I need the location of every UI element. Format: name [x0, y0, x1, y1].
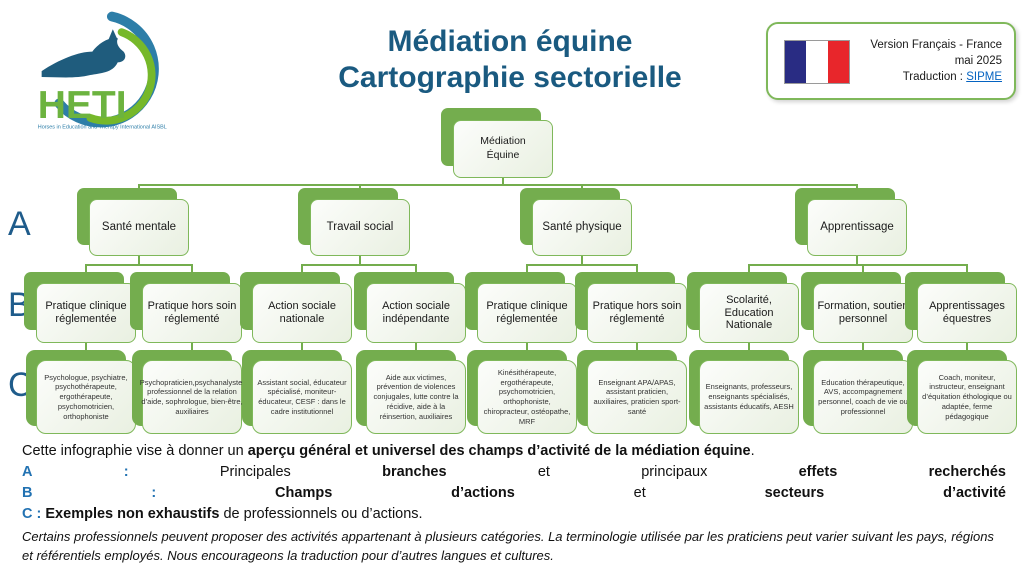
- page-title-line1: Médiation équine: [387, 25, 633, 58]
- footer-note: Certains professionnels peuvent proposer…: [22, 529, 994, 563]
- logo-green-swoosh-icon: [86, 28, 156, 125]
- node-label: Action sociale indépendante: [366, 283, 466, 343]
- legend-word: Champs: [275, 485, 333, 501]
- tree-connector: [856, 254, 858, 265]
- tree-connector: [502, 176, 504, 185]
- legend-word: principaux: [641, 464, 708, 480]
- legend-word: branches: [382, 464, 447, 480]
- legend-colon: :: [123, 464, 129, 480]
- node-label: Santé physique: [532, 199, 632, 256]
- horse-icon: [41, 37, 126, 78]
- tree-connector: [748, 264, 968, 266]
- legend-word: secteurs: [764, 485, 825, 501]
- version-line1: Version Français - France: [870, 39, 1002, 51]
- tree-connector: [138, 184, 858, 186]
- version-info: Version Français - France mai 2025 Tradu…: [870, 37, 1002, 85]
- traduction-label: Traduction :: [902, 71, 967, 83]
- legend-row-c-bold-text: Exemples non exhaustifs: [45, 506, 220, 522]
- flag-red-stripe: [827, 41, 849, 83]
- legend-word: effets: [798, 464, 838, 480]
- legend-intro: Cette infographie vise à donner un aperç…: [22, 441, 1006, 462]
- legend-row-b: B : Champs d’actions et secteurs d’activ…: [22, 483, 1006, 504]
- node-label: Education thérapeutique, AVS, accompagne…: [813, 360, 913, 434]
- legend-colon: :: [151, 485, 157, 501]
- legend-letter-b: B: [22, 485, 33, 501]
- node-label: Enseignants, professeurs, enseignants sp…: [699, 360, 799, 434]
- legend-word: recherchés: [928, 464, 1006, 480]
- legend-word: Principales: [219, 464, 291, 480]
- sipme-link[interactable]: SIPME: [966, 71, 1002, 83]
- logo-tagline: Horses in Education and Therapy Internat…: [38, 125, 167, 131]
- tree-connector: [138, 254, 140, 265]
- node-label: Action sociale nationale: [252, 283, 352, 343]
- page-title: Médiation équine Cartographie sectoriell…: [280, 24, 740, 96]
- node-label: Coach, moniteur, instructeur, enseignant…: [917, 360, 1017, 434]
- node-label: Assistant social, éducateur spécialisé, …: [252, 360, 352, 434]
- french-flag-icon: [784, 40, 850, 84]
- node-label: Pratique hors soin réglementé: [587, 283, 687, 343]
- tree-connector: [359, 254, 361, 265]
- node-label: Pratique clinique réglementée: [477, 283, 577, 343]
- flag-white-stripe: [806, 41, 828, 83]
- legend-letter-c: C: [22, 506, 33, 522]
- horse-ear-icon: [107, 29, 118, 41]
- node-label: Apprentissages équestres: [917, 283, 1017, 343]
- heti-logo: HETI Horses in Education and Therapy Int…: [38, 11, 167, 131]
- version-line3: Traduction : SIPME: [870, 69, 1002, 85]
- logo-acronym: HETI: [38, 84, 127, 127]
- version-line2: mai 2025: [954, 55, 1002, 67]
- node-label: Travail social: [310, 199, 410, 256]
- node-label: Aide aux victimes, prévention de violenc…: [366, 360, 466, 434]
- node-label: Formation, soutien personnel: [813, 283, 913, 343]
- tree-connector: [301, 264, 417, 266]
- node-label: Enseignant APA/APAS, assistant praticien…: [587, 360, 687, 434]
- node-label: Pratique clinique réglementée: [36, 283, 136, 343]
- node-label: Scolarité, Education Nationale: [699, 283, 799, 343]
- legend-intro-prefix: Cette infographie vise à donner un: [22, 443, 248, 459]
- tree-connector: [85, 264, 193, 266]
- legend-word: et: [633, 485, 646, 501]
- legend-row-a: A : Principales branches et principaux e…: [22, 462, 1006, 483]
- legend-colon: :: [36, 506, 42, 522]
- legend-row-c-rest: de professionnels ou d’actions.: [219, 506, 423, 522]
- tree-connector: [581, 254, 583, 265]
- legend-word: d’actions: [451, 485, 515, 501]
- legend-intro-bold: aperçu général et universel des champs d…: [247, 443, 751, 459]
- legend-word: et: [537, 464, 550, 480]
- flag-blue-stripe: [785, 41, 807, 83]
- tree-connector: [526, 264, 638, 266]
- row-label-a: A: [8, 205, 31, 243]
- version-box: Version Français - France mai 2025 Tradu…: [766, 22, 1016, 100]
- legend-intro-suffix: .: [750, 443, 755, 459]
- legend-word: d’activité: [943, 485, 1006, 501]
- node-label: Psychologue, psychiatre, psychothérapeut…: [36, 360, 136, 434]
- legend-row-c: C : Exemples non exhaustifs de professio…: [22, 504, 1006, 525]
- node-label: Psychopraticien,psychanalyste, professio…: [140, 360, 244, 434]
- node-label: Apprentissage: [807, 199, 907, 256]
- page-title-line2: Cartographie sectorielle: [338, 61, 682, 94]
- legend: Cette infographie vise à donner un aperç…: [22, 441, 1006, 565]
- node-label: Santé mentale: [89, 199, 189, 256]
- legend-letter-a: A: [22, 464, 33, 480]
- legend-row-c-bold: Exemples non exhaustifs: [45, 506, 219, 522]
- node-label: Médiation Équine: [453, 120, 553, 178]
- node-label: Kinésithérapeute, ergothérapeute, psycho…: [477, 360, 577, 434]
- node-label: Pratique hors soin réglementé: [142, 283, 242, 343]
